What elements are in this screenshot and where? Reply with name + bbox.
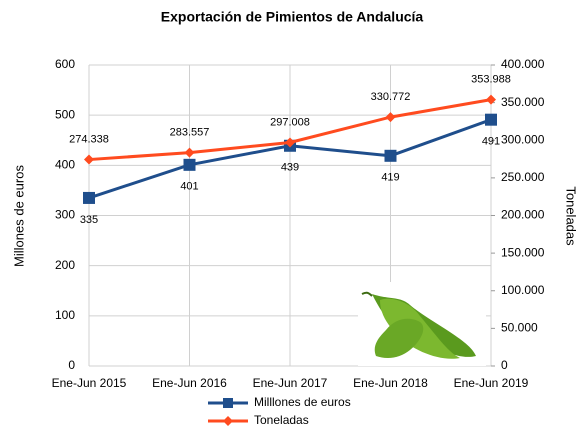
x-tick-label: Ene-Jun 2019 bbox=[454, 376, 529, 390]
x-tick-label: Ene-Jun 2017 bbox=[253, 376, 328, 390]
data-label: 283.557 bbox=[170, 127, 210, 139]
y2-tick-label: 0 bbox=[501, 358, 508, 372]
data-label: 401 bbox=[180, 181, 198, 193]
y2-tick-label: 250.000 bbox=[501, 170, 545, 184]
x-tick-label: Ene-Jun 2018 bbox=[353, 376, 428, 390]
x-tick-label: Ene-Jun 2016 bbox=[152, 376, 227, 390]
pepper-image bbox=[358, 282, 486, 366]
y-tick-label: 200 bbox=[55, 258, 75, 272]
y2-tick-label: 100.000 bbox=[501, 283, 545, 297]
marker bbox=[184, 159, 196, 171]
y-tick-label: 300 bbox=[55, 208, 75, 222]
y-tick-label: 400 bbox=[55, 158, 75, 172]
legend-label: Toneladas bbox=[254, 413, 309, 427]
y-tick-label: 0 bbox=[68, 358, 75, 372]
y2-tick-label: 200.000 bbox=[501, 208, 545, 222]
legend-marker bbox=[223, 398, 233, 408]
chart: Exportación de Pimientos de Andalucía Mi… bbox=[0, 0, 584, 432]
y2-tick-label: 300.000 bbox=[501, 132, 545, 146]
marker bbox=[185, 148, 195, 158]
data-label: 274.338 bbox=[69, 133, 109, 145]
chart-title: Exportación de Pimientos de Andalucía bbox=[161, 9, 424, 25]
data-label: 491 bbox=[482, 136, 500, 148]
y2-tick-label: 350.000 bbox=[501, 95, 545, 109]
y-tick-label: 100 bbox=[55, 308, 75, 322]
marker bbox=[485, 114, 497, 126]
y-tick-label: 600 bbox=[55, 57, 75, 71]
data-label: 439 bbox=[281, 162, 299, 174]
data-label: 419 bbox=[381, 172, 399, 184]
y-tick-label: 500 bbox=[55, 107, 75, 121]
marker bbox=[385, 150, 397, 162]
y2-tick-label: 400.000 bbox=[501, 57, 545, 71]
y2-tick-label: 150.000 bbox=[501, 245, 545, 259]
data-label: 353.988 bbox=[471, 74, 511, 86]
marker bbox=[83, 192, 95, 204]
legend-label: Milllones de euros bbox=[254, 395, 351, 409]
y2-axis-label: Toneladas bbox=[564, 186, 579, 246]
data-label: 335 bbox=[80, 214, 98, 226]
marker bbox=[386, 112, 396, 122]
data-label: 297.008 bbox=[270, 116, 310, 128]
marker bbox=[84, 155, 94, 165]
y-axis-label: Millones de euros bbox=[11, 165, 26, 267]
legend-marker bbox=[223, 416, 233, 426]
data-label: 330.772 bbox=[371, 91, 411, 103]
x-tick-label: Ene-Jun 2015 bbox=[52, 376, 127, 390]
y2-tick-label: 50.000 bbox=[501, 321, 538, 335]
